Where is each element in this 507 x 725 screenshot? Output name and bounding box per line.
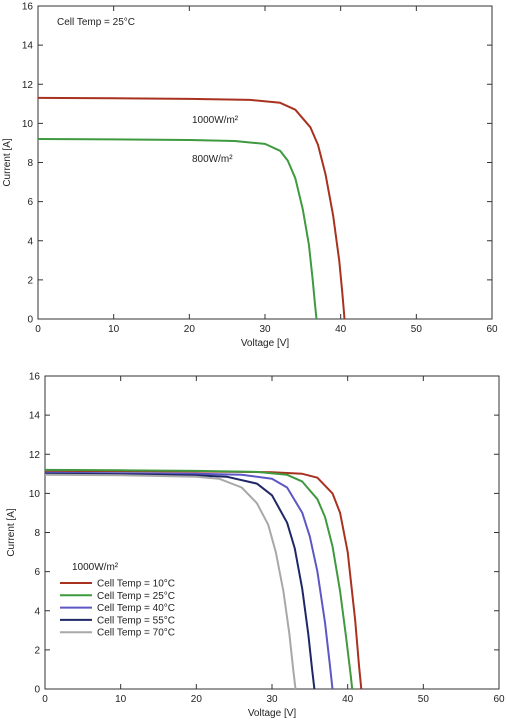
y-tick-label: 2 (27, 275, 33, 286)
y-tick-label: 16 (22, 2, 34, 13)
x-tick-label: 50 (418, 694, 430, 705)
x-tick-label: 20 (184, 324, 196, 335)
x-tick-label: 50 (411, 324, 423, 335)
legend-label: Cell Temp = 70°C (97, 628, 175, 639)
x-tick-label: 0 (42, 694, 48, 705)
y-tick-label: 10 (29, 489, 41, 500)
y-tick-label: 4 (34, 606, 40, 617)
series-line-1-2 (37, 138, 318, 320)
y-tick-label: 8 (34, 528, 40, 539)
x-tick-label: 20 (191, 694, 203, 705)
legend-label: Cell Temp = 25°C (97, 591, 175, 602)
legend-title: 1000W/m² (72, 562, 119, 573)
y-axis-label: Current [A] (6, 508, 17, 557)
x-tick-label: 60 (486, 324, 498, 335)
x-tick-label: 0 (35, 324, 41, 335)
series-line-2-2 (44, 468, 354, 690)
x-tick-label: 10 (108, 324, 120, 335)
x-tick-label: 40 (342, 694, 354, 705)
legend-label: Cell Temp = 40°C (97, 603, 175, 614)
legend-label: Cell Temp = 55°C (97, 615, 175, 626)
y-tick-label: 0 (34, 685, 40, 696)
y-tick-label: 2 (34, 645, 40, 656)
y-tick-label: 6 (27, 197, 33, 208)
y-tick-label: 16 (29, 372, 41, 383)
y-tick-label: 14 (29, 411, 41, 422)
series-line-2-5 (44, 473, 297, 690)
cell-temp-annotation: Cell Temp = 25°C (57, 17, 135, 28)
x-tick-label: 30 (266, 694, 278, 705)
y-tick-label: 12 (29, 450, 41, 461)
x-tick-label: 60 (493, 694, 505, 705)
x-axis-label: Voltage [V] (241, 338, 290, 349)
legend-label: Cell Temp = 10°C (97, 579, 175, 590)
series-line-2-4 (44, 472, 316, 690)
x-tick-label: 10 (115, 694, 127, 705)
plot-frame-1 (37, 5, 493, 320)
x-tick-label: 40 (335, 324, 347, 335)
y-tick-label: 0 (27, 315, 33, 326)
y-axis-label: Current [A] (2, 138, 13, 187)
y-tick-label: 6 (34, 567, 40, 578)
x-tick-label: 30 (259, 324, 271, 335)
y-tick-label: 12 (22, 80, 34, 91)
series-label-1000: 1000W/m² (192, 115, 239, 126)
y-tick-label: 8 (27, 158, 33, 169)
series-line-2-3 (44, 471, 334, 690)
y-tick-label: 14 (22, 41, 34, 52)
series-line-1-1 (37, 96, 346, 320)
series-label-800: 800W/m² (192, 154, 233, 165)
y-tick-label: 4 (27, 236, 33, 247)
y-tick-label: 10 (22, 119, 34, 130)
x-axis-label: Voltage [V] (248, 708, 297, 719)
plot-frame-2 (44, 375, 500, 690)
series-line-2-1 (44, 469, 363, 690)
